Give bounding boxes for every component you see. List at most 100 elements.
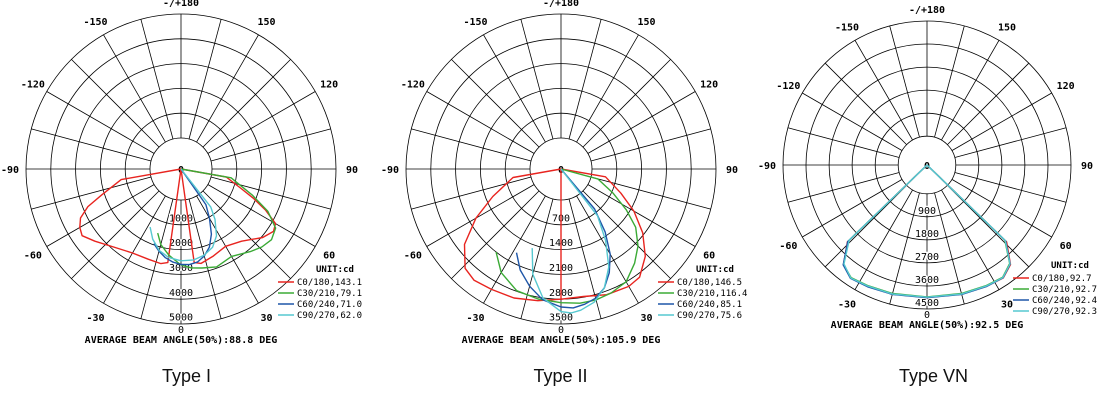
legend-entry: C90/270,75.6 <box>677 311 742 321</box>
grid-spoke <box>568 198 602 319</box>
grid-spoke <box>889 192 920 305</box>
grid-spoke <box>31 176 152 210</box>
angle-label: -150 <box>835 22 859 33</box>
grid-spoke <box>934 192 965 305</box>
series-curve <box>463 168 646 302</box>
grid-spoke <box>196 34 259 143</box>
grid-spoke <box>483 195 546 304</box>
legend-entry: C90/270,92.3 <box>1032 307 1097 317</box>
polar-plot-svg: -/+180 -150 150 -120 120 -90 90 -60 60 -30 30 0 900 1… <box>758 5 1097 331</box>
angle-label: 90 <box>726 165 738 176</box>
grid-spoke <box>889 25 920 138</box>
bottom-zero-label: 0 <box>178 325 184 336</box>
unit-label: UNIT:cd <box>1051 261 1089 271</box>
beam-angle-text: AVERAGE BEAM ANGLE(50%):88.8 DEG <box>85 335 278 346</box>
polar-chart-type-i: -/+180 -150 150 -120 120 -90 90 -60 60 -30 30 0 1000… <box>0 0 373 403</box>
radial-tick-label: 3600 <box>915 275 939 286</box>
angle-label: -60 <box>779 241 797 252</box>
legend-entry: C30/210,116.4 <box>677 289 747 299</box>
polar-chart-type-ii: -/+180 -150 150 -120 120 -90 90 -60 60 -30 30 0 700 1… <box>374 0 747 403</box>
grid-spoke <box>941 189 1000 290</box>
angle-label: -/+180 <box>543 0 579 9</box>
grid-spoke <box>103 34 166 143</box>
angle-label: -150 <box>463 17 487 28</box>
grid-spoke <box>426 184 535 247</box>
grid-spoke <box>854 189 913 290</box>
beam-angle-text: AVERAGE BEAM ANGLE(50%):105.9 DEG <box>462 335 661 346</box>
angle-label: 30 <box>260 313 272 324</box>
grid-spoke <box>103 195 166 304</box>
grid-spoke <box>188 198 222 319</box>
grid-spoke <box>947 62 1030 145</box>
angle-label: 120 <box>320 80 338 91</box>
grid-spoke <box>568 19 602 140</box>
angle-label: 30 <box>640 313 652 324</box>
grid-spoke <box>587 91 696 154</box>
grid-spoke <box>71 59 160 148</box>
angle-label: 60 <box>703 251 715 262</box>
angle-label: -90 <box>1 165 19 176</box>
angle-label: -/+180 <box>163 0 199 9</box>
grid-spoke <box>71 190 160 279</box>
bottom-zero-label: 0 <box>558 325 564 336</box>
angle-label: -30 <box>466 313 484 324</box>
chart-caption: Type VN <box>898 366 969 386</box>
grid-spoke <box>582 59 671 148</box>
grid-spoke <box>520 19 554 140</box>
unit-label: UNIT:cd <box>316 265 354 275</box>
grid-spoke <box>31 128 152 162</box>
grid-spoke <box>411 176 532 210</box>
legend-entry: C0/180,92.7 <box>1032 274 1092 284</box>
angle-label: -120 <box>401 80 425 91</box>
angle-label: -30 <box>86 313 104 324</box>
series-curve <box>149 168 218 262</box>
grid-spoke <box>590 128 711 162</box>
grid-spoke <box>854 40 913 141</box>
legend-entry: C60/240,92.4 <box>1032 296 1097 306</box>
radial-tick-label: 2700 <box>915 252 939 263</box>
grid-spoke <box>824 62 907 145</box>
legend-entry: C60/240,85.1 <box>677 300 742 310</box>
grid-spoke <box>188 19 222 140</box>
radial-tick-label: 2000 <box>169 238 193 249</box>
polar-grid <box>782 20 1072 310</box>
legend-entry: C30/210,92.7 <box>1032 285 1097 295</box>
angle-label: -90 <box>381 165 399 176</box>
angle-label: 30 <box>1001 300 1013 311</box>
legend-entry: C0/180,146.5 <box>677 278 742 288</box>
angle-label: 0 <box>924 161 930 172</box>
angle-label: -60 <box>24 251 42 262</box>
series-curve <box>843 164 1011 298</box>
angle-label: 60 <box>323 251 335 262</box>
grid-spoke <box>787 172 900 203</box>
grid-spoke <box>140 19 174 140</box>
grid-spoke <box>451 59 540 148</box>
grid-spoke <box>590 176 711 210</box>
grid-spoke <box>802 179 903 238</box>
grid-spoke <box>210 128 331 162</box>
series-curve <box>153 168 213 266</box>
angle-label: 150 <box>257 17 275 28</box>
angle-label: 90 <box>346 165 358 176</box>
grid-spoke <box>941 40 1000 141</box>
grid-spoke <box>824 185 907 268</box>
angle-label: -120 <box>776 81 800 92</box>
grid-spoke <box>587 184 696 247</box>
legend-entry: C30/210,79.1 <box>297 289 362 299</box>
grid-spoke <box>802 92 903 151</box>
radial-tick-label: 3500 <box>549 313 573 324</box>
unit-label: UNIT:cd <box>696 265 734 275</box>
grid-spoke <box>202 190 291 279</box>
angle-label: 150 <box>637 17 655 28</box>
grid-spoke <box>576 34 639 143</box>
series-curve <box>515 168 611 309</box>
radial-tick-label: 4000 <box>169 288 193 299</box>
grid-spoke <box>934 25 965 138</box>
grid-spoke <box>582 190 671 279</box>
grid-spoke <box>451 190 540 279</box>
grid-spoke <box>210 176 331 210</box>
radial-tick-label: 900 <box>918 206 936 217</box>
legend-entry: C0/180,143.1 <box>297 278 362 288</box>
polar-plot-svg: -/+180 -150 150 -120 120 -90 90 -60 60 -30 30 0 1000… <box>1 0 362 346</box>
grid-spoke <box>207 184 316 247</box>
